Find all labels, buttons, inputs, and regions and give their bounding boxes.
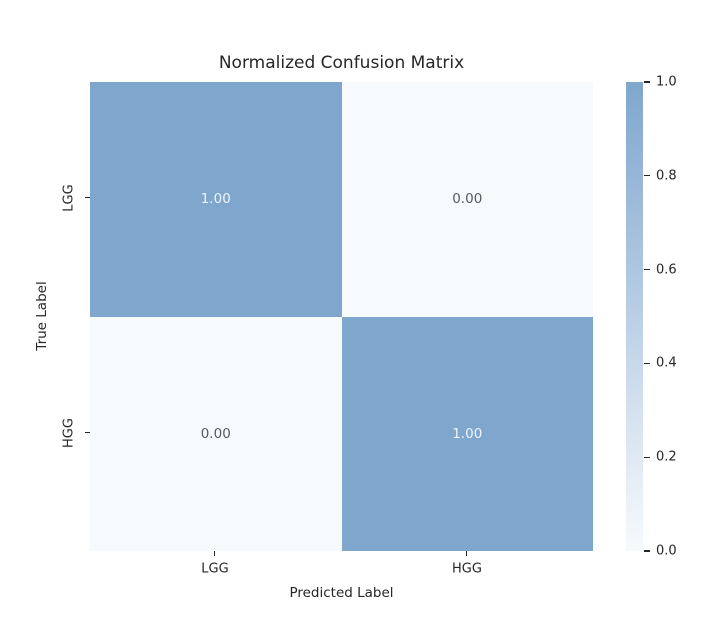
- colorbar-tick-label: 0.6: [656, 262, 677, 278]
- colorbar-tick-mark: [644, 81, 650, 83]
- colorbar-tick-mark: [644, 268, 650, 271]
- matrix-cell-true-hgg-pred-lgg: 0.00: [90, 316, 342, 551]
- y-tick-label-lgg: LGG: [61, 184, 77, 212]
- confusion-matrix-heatmap: 1.00 0.00 0.00 1.00: [90, 82, 593, 551]
- colorbar-tick-label: 0.4: [656, 355, 677, 371]
- colorbar-tick-label: 0.8: [656, 168, 677, 184]
- matrix-cell-true-lgg-pred-hgg: 0.00: [341, 82, 593, 317]
- x-tick-mark: [214, 551, 216, 556]
- y-tick-mark: [85, 197, 90, 199]
- x-tick-label-hgg: HGG: [452, 561, 482, 577]
- colorbar-tick-mark: [644, 175, 650, 177]
- matrix-cell-true-lgg-pred-lgg: 1.00: [90, 82, 342, 317]
- colorbar-gradient: [626, 82, 643, 551]
- colorbar-tick-label: 0.0: [656, 543, 677, 559]
- matrix-cell-true-hgg-pred-hgg: 1.00: [341, 316, 593, 551]
- colorbar-tick-label: 0.2: [656, 449, 677, 465]
- chart-title: Normalized Confusion Matrix: [218, 53, 465, 73]
- colorbar-tick-mark: [644, 550, 650, 552]
- y-tick-label-hgg: HGG: [61, 418, 77, 448]
- y-tick-mark: [85, 432, 90, 434]
- x-tick-label-lgg: LGG: [201, 561, 229, 577]
- colorbar-tick-label: 1.0: [656, 74, 677, 90]
- y-axis-label: True Label: [34, 281, 50, 351]
- colorbar-tick-mark: [644, 456, 650, 458]
- x-tick-mark: [466, 551, 468, 556]
- colorbar-tick-mark: [644, 362, 650, 365]
- x-axis-label: Predicted Label: [289, 585, 394, 601]
